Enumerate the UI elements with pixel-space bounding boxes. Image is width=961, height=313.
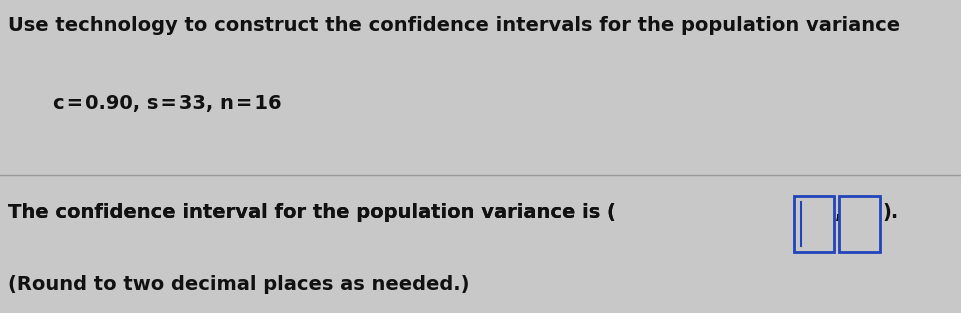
Text: ,: , [834, 203, 842, 223]
FancyBboxPatch shape [793, 196, 833, 252]
Text: ).: ). [881, 203, 898, 223]
Text: The confidence interval for the population variance is (: The confidence interval for the populati… [8, 203, 615, 223]
Text: (Round to two decimal places as needed.): (Round to two decimal places as needed.) [8, 275, 469, 295]
FancyBboxPatch shape [838, 196, 878, 252]
Text: Use technology to construct the confidence intervals for the population variance: Use technology to construct the confiden… [8, 16, 899, 35]
Text: The confidence interval for the population variance is (: The confidence interval for the populati… [8, 203, 615, 223]
Text: c = 0.90, s = 33, n = 16: c = 0.90, s = 33, n = 16 [53, 94, 282, 113]
